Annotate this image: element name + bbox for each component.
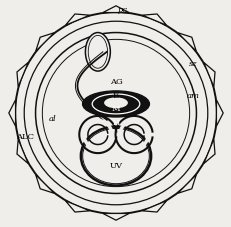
Text: pc: pc	[117, 6, 127, 14]
Text: ALC: ALC	[16, 132, 34, 140]
Polygon shape	[102, 7, 129, 13]
Polygon shape	[17, 63, 28, 87]
Ellipse shape	[117, 93, 139, 110]
Polygon shape	[203, 63, 214, 87]
Text: H: H	[112, 118, 119, 126]
Ellipse shape	[104, 98, 127, 109]
Ellipse shape	[82, 91, 149, 117]
Polygon shape	[216, 100, 222, 127]
Polygon shape	[65, 15, 89, 26]
Polygon shape	[65, 201, 89, 212]
Text: M: M	[111, 105, 120, 113]
Ellipse shape	[81, 127, 150, 186]
Polygon shape	[177, 175, 195, 193]
Polygon shape	[9, 100, 15, 127]
Ellipse shape	[92, 93, 114, 110]
Text: UV: UV	[109, 161, 122, 169]
Ellipse shape	[85, 33, 110, 72]
Text: al: al	[49, 114, 56, 122]
Circle shape	[35, 33, 196, 194]
Text: AG: AG	[109, 78, 122, 86]
Circle shape	[15, 13, 216, 214]
Text: sz: sz	[188, 60, 197, 68]
Polygon shape	[36, 175, 54, 193]
Polygon shape	[177, 34, 195, 52]
Text: E: E	[112, 91, 119, 99]
Polygon shape	[17, 140, 28, 164]
Polygon shape	[142, 201, 166, 212]
Polygon shape	[142, 15, 166, 26]
Text: am: am	[186, 91, 199, 99]
Polygon shape	[102, 214, 129, 220]
Circle shape	[9, 7, 222, 220]
Polygon shape	[36, 34, 54, 52]
Polygon shape	[203, 140, 214, 164]
